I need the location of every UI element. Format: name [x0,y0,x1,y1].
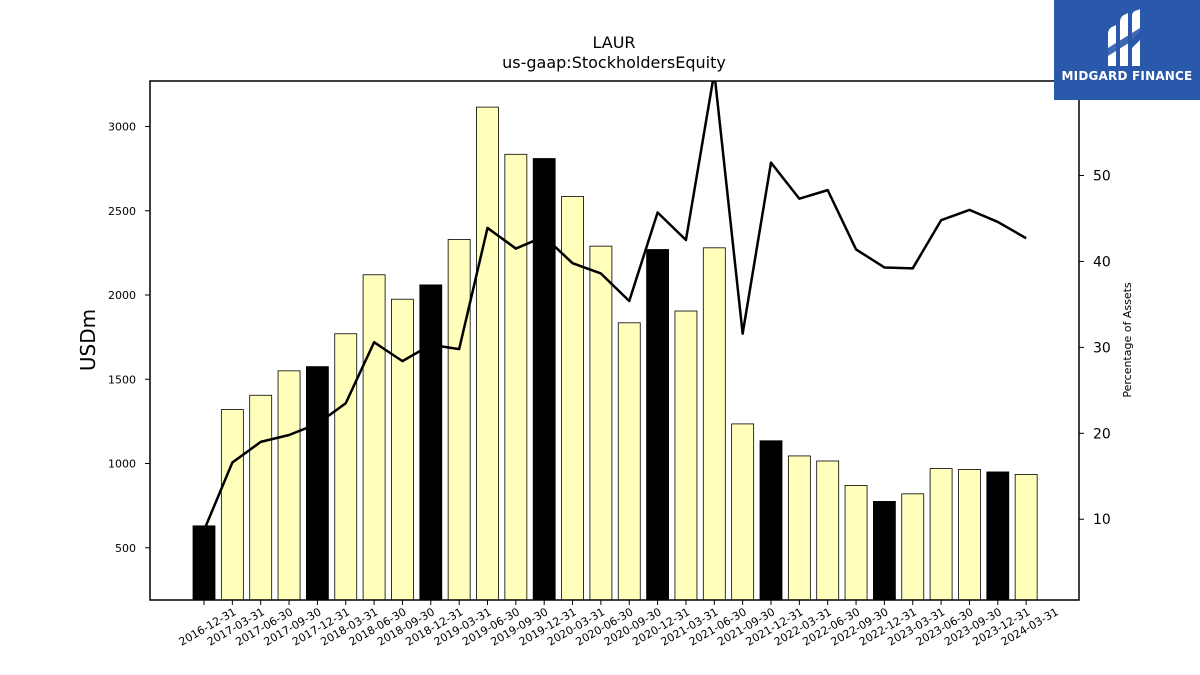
bar-2019-09-30 [504,153,528,601]
y-tick-label: 2500 [108,205,136,218]
y-tick-label: 500 [115,542,136,555]
bar-2018-03-31 [334,333,358,601]
y-tick-label: 3000 [108,120,136,133]
percentage-line-layer [202,81,1027,531]
y-tick-label: 1000 [108,458,136,471]
y2-tick-label: 40 [1093,254,1111,270]
bar-2020-12-31 [646,249,669,601]
bar-2021-06-30 [702,247,726,601]
bar-2019-06-30 [476,106,499,601]
bars [192,106,1038,601]
bar-2018-09-30 [391,298,414,601]
bar-2023-06-30 [929,468,953,601]
bar-2017-06-30 [249,394,273,601]
bar-2018-06-30 [362,274,386,601]
y-tick-label: 2000 [108,289,136,302]
bar-2023-12-31 [986,471,1010,601]
bar-2017-12-31 [305,366,329,601]
midgard-finance-logo: MIDGARD FINANCE [1054,0,1200,100]
bar-2017-03-31 [220,409,244,601]
bar-2019-12-31 [532,158,556,601]
y2-tick-label: 30 [1093,340,1111,356]
bar-2023-03-31 [901,493,925,601]
chart-subtitle: us-gaap:StockholdersEquity [502,53,726,72]
bar-2021-03-31 [674,310,698,601]
bar-2018-12-31 [419,284,443,601]
bar-2019-03-31 [447,238,471,601]
bar-2017-09-30 [277,370,301,601]
bar-2021-09-30 [731,423,755,601]
bar-2022-09-30 [844,485,868,601]
y-axis-label: USDm [76,309,100,371]
y2-tick-label: 10 [1093,512,1111,528]
midgard-logo-icon [1108,9,1140,66]
bar-2020-09-30 [617,322,641,601]
bar-2023-09-30 [958,469,981,601]
logo-text: MIDGARD FINANCE [1061,69,1193,83]
x-axis: 2016-12-312017-03-312017-06-302017-09-30… [177,600,1061,649]
bar-2016-12-31 [192,525,216,601]
bar-2024-03-31 [1014,474,1038,601]
bar-2021-12-31 [759,440,783,601]
y2-tick-label: 20 [1093,426,1111,442]
percentage-line [202,81,1027,531]
chart-title: LAUR [592,33,635,52]
bar-2022-06-30 [816,460,840,601]
plot-frame [149,80,1080,601]
y-axis-left: 500 1000 1500 2000 2500 3000 [108,120,150,555]
bar-2020-06-30 [589,245,613,601]
bar-2022-12-31 [873,501,896,601]
y-axis-right: 10 20 30 40 50 [1079,169,1111,528]
y2-axis-label: Percentage of Assets [1121,282,1134,398]
y2-tick-label: 50 [1093,169,1111,185]
bar-2022-03-31 [787,455,811,601]
y-tick-label: 1500 [108,373,136,386]
